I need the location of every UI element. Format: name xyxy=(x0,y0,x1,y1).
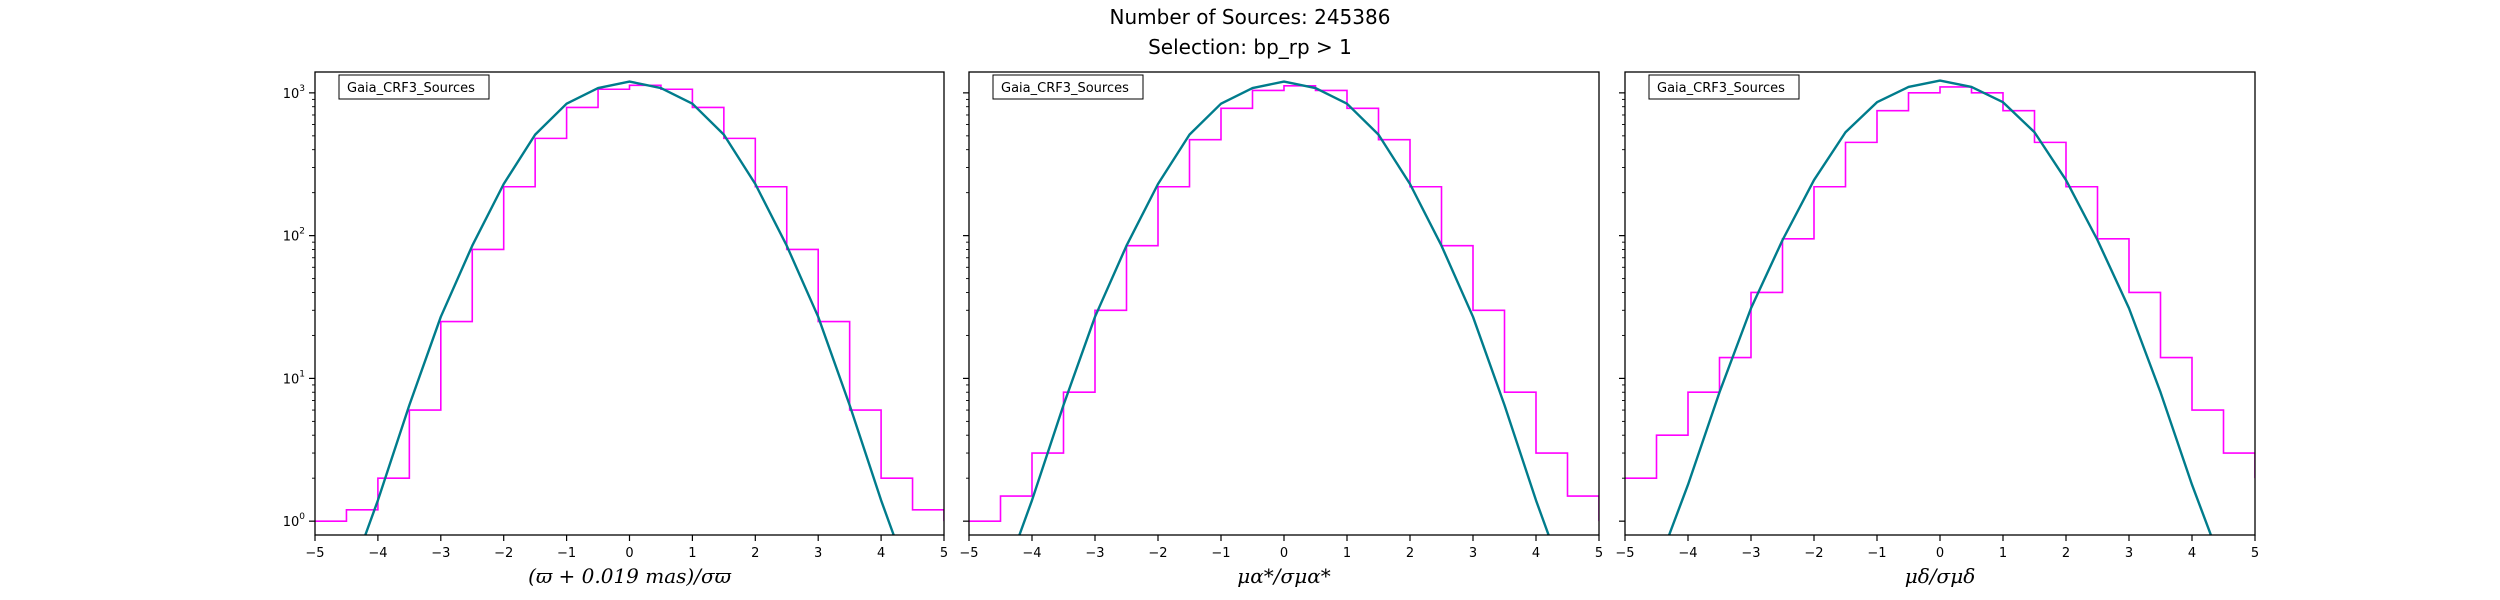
x-tick-label: 5 xyxy=(940,546,948,561)
legend-label: Gaia_CRF3_Sources xyxy=(1657,81,1785,96)
x-tick-label: 1 xyxy=(1999,546,2007,561)
x-tick-label: 3 xyxy=(814,546,822,561)
x-tick-label: 4 xyxy=(1532,546,1540,561)
x-tick-label: −5 xyxy=(305,546,324,561)
x-tick-label: −1 xyxy=(557,546,576,561)
x-tick-label: −3 xyxy=(1085,546,1104,561)
x-axis-label: μα*/σμα* xyxy=(1237,564,1330,588)
x-tick-label: −2 xyxy=(1148,546,1167,561)
x-tick-label: 2 xyxy=(751,546,759,561)
x-tick-label: 5 xyxy=(1595,546,1603,561)
gaussian-curve xyxy=(1667,79,2213,535)
x-tick-label: 0 xyxy=(625,546,633,561)
x-tick-label: −5 xyxy=(959,546,978,561)
x-tick-label: 3 xyxy=(2125,546,2133,561)
x-tick-label: −4 xyxy=(1678,546,1697,561)
y-tick-label: 103 xyxy=(283,84,305,102)
x-tick-label: −4 xyxy=(368,546,387,561)
x-tick-label: −3 xyxy=(431,546,450,561)
legend-label: Gaia_CRF3_Sources xyxy=(347,81,475,96)
legend-box xyxy=(992,74,1144,100)
x-tick-label: 2 xyxy=(2062,546,2070,561)
figure-title-sources: Number of Sources: 245386 xyxy=(1110,5,1391,29)
y-tick-label: 100 xyxy=(283,512,306,530)
gaussian-curve xyxy=(364,80,895,535)
axes-frame xyxy=(968,71,1600,536)
x-tick-label: −1 xyxy=(1211,546,1230,561)
legend-box xyxy=(338,74,490,100)
x-tick-label: 0 xyxy=(1936,546,1944,561)
x-axis-label: μδ/σμδ xyxy=(1905,564,1975,588)
x-tick-label: 3 xyxy=(1469,546,1477,561)
x-tick-label: 0 xyxy=(1280,546,1288,561)
x-tick-label: −4 xyxy=(1022,546,1041,561)
legend-label: Gaia_CRF3_Sources xyxy=(1001,81,1129,96)
histogram-series xyxy=(315,84,944,522)
x-axis-label: (ϖ + 0.019 mas)/σϖ xyxy=(528,564,732,588)
gaussian-curve xyxy=(1018,80,1550,535)
x-tick-label: 1 xyxy=(1343,546,1351,561)
y-tick-label: 102 xyxy=(283,227,305,245)
figure-title-selection: Selection: bp_rp > 1 xyxy=(1148,35,1352,59)
legend-box xyxy=(1648,74,1800,100)
x-tick-label: 4 xyxy=(2188,546,2196,561)
panel-2: −5 −4 −3 −2 −1 0 1 2 3 4 5 Gaia_CRF3_Sources μα*/σμα… xyxy=(959,71,1603,588)
x-tick-label: −2 xyxy=(1804,546,1823,561)
x-tick-label: 5 xyxy=(2251,546,2259,561)
x-tick-label: 1 xyxy=(688,546,696,561)
x-tick-label: −3 xyxy=(1741,546,1760,561)
x-tick-label: −2 xyxy=(494,546,513,561)
x-tick-label: 4 xyxy=(877,546,885,561)
x-tick-label: 2 xyxy=(1406,546,1414,561)
y-tick-label: 101 xyxy=(283,369,305,387)
histogram-series xyxy=(969,85,1599,522)
histogram-series xyxy=(1625,86,2255,479)
x-tick-label: −1 xyxy=(1867,546,1886,561)
x-tick-label: −5 xyxy=(1615,546,1634,561)
panel-3: −5 −4 −3 −2 −1 0 1 2 3 4 5 Gaia_CRF3_Sources μδ/σμδ xyxy=(1615,71,2259,588)
panel-1: −5 −4 −3 −2 −1 0 1 2 3 4 5 100 101 102 103 Gaia_CRF3_So… xyxy=(283,71,948,588)
